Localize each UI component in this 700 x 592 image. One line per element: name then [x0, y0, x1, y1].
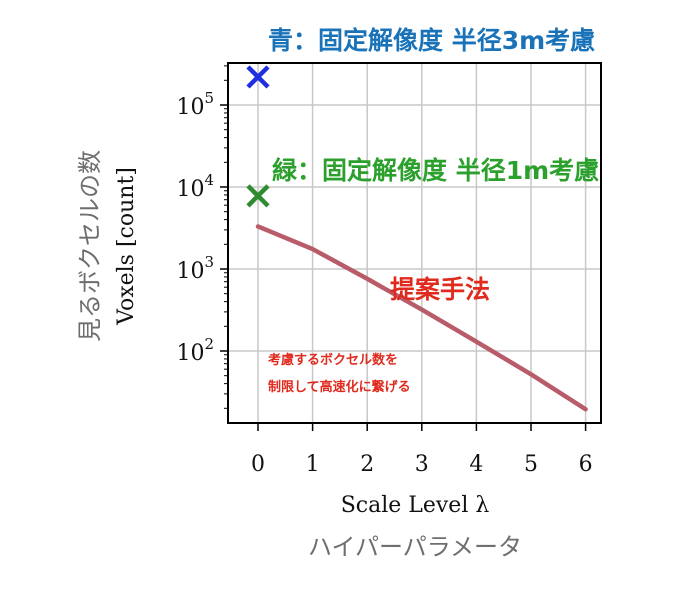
series-line-proposed [255, 224, 588, 412]
marker-layer [246, 65, 270, 208]
x-axis-label: Scale Level λ [341, 493, 490, 518]
x-tick-label: 2 [360, 452, 374, 477]
x-tick-label: 3 [415, 452, 429, 477]
x-tick-label: 6 [579, 452, 593, 477]
x-tick-label: 5 [524, 452, 538, 477]
x-tick-label: 4 [469, 452, 483, 477]
y-axis-label: Voxels [count] [114, 167, 139, 326]
y-axis-sublabel: 見るボクセルの数 [76, 150, 104, 342]
grid-lines [228, 63, 601, 423]
annotation-note-line2: 制限して高速化に繋げる [268, 379, 411, 395]
annotation-blue: 青：固定解像度 半径3m考慮 [268, 26, 595, 55]
y-tick-label: 104 [176, 171, 214, 202]
annotation-green: 緑：固定解像度 半径1m考慮 [272, 156, 599, 185]
annotation-note-line1: 考慮するボクセル数を [268, 352, 398, 368]
annotation-proposed: 提案手法 [390, 275, 490, 304]
y-tick-label: 102 [176, 335, 214, 366]
marker-fixed-1m [246, 184, 270, 208]
y-tick-label: 105 [176, 89, 214, 120]
marker-fixed-3m [246, 65, 270, 89]
plot-frame [227, 62, 602, 424]
x-axis-sublabel: ハイパーパラメータ [308, 533, 522, 561]
y-tick-label: 103 [176, 253, 214, 284]
axis-ticks: 0 1 2 3 4 5 6 102 103 104 105 [176, 65, 593, 477]
series-layer [255, 224, 588, 412]
x-tick-label: 1 [306, 452, 320, 477]
x-tick-label: 0 [251, 452, 265, 477]
